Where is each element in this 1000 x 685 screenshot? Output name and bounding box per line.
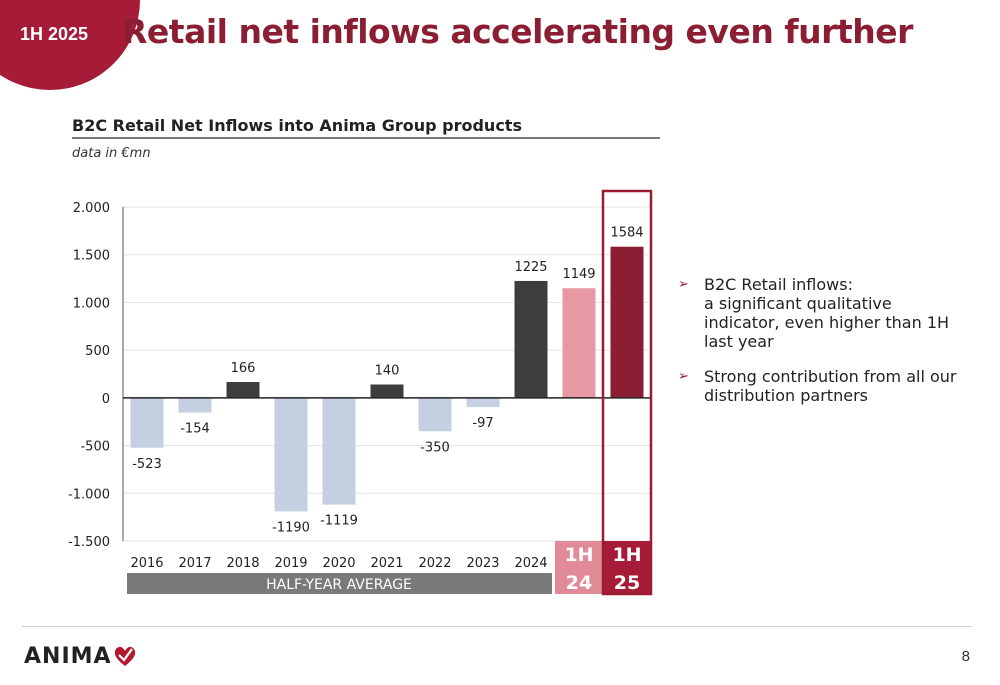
data-label: -350 <box>420 440 450 455</box>
period-badge-label: 1H 2025 <box>20 24 89 44</box>
bar-2022 <box>418 397 452 432</box>
footer-divider <box>22 626 972 627</box>
y-tick-label: 0 <box>102 392 110 407</box>
x-tick-label: 2022 <box>418 556 451 571</box>
arrow-bullet-icon: ➢ <box>678 369 689 384</box>
x-tick-label: 2019 <box>274 556 307 571</box>
data-label: -523 <box>132 457 162 472</box>
x-tick-label: 2017 <box>178 556 211 571</box>
bullet-1-line-4: last year <box>704 332 774 351</box>
data-label: 1149 <box>562 267 595 282</box>
label-box-1h-25 <box>603 541 651 594</box>
y-tick-label: -1.500 <box>68 535 110 550</box>
chart-title: B2C Retail Net Inflows into Anima Group … <box>72 116 522 135</box>
chart-units: data in €mn <box>72 146 151 161</box>
y-tick-label: 1.000 <box>73 296 110 311</box>
data-label: 166 <box>231 361 256 376</box>
bar-2024 <box>514 280 548 398</box>
y-tick-label: 1.500 <box>73 249 110 264</box>
half-year-average-band <box>127 573 552 594</box>
bar-2019 <box>274 397 308 512</box>
bar-2021 <box>370 384 404 398</box>
data-label: -97 <box>472 416 493 431</box>
bar-2023 <box>466 397 500 408</box>
bar-2020 <box>322 397 356 505</box>
x-tick-label: 2018 <box>226 556 259 571</box>
data-label: -154 <box>180 422 210 437</box>
data-label: 1225 <box>514 260 547 275</box>
arrow-bullet-icon: ➢ <box>678 277 689 292</box>
bullet-1-line-3: indicator, even higher than 1H <box>704 313 950 332</box>
logo-text: ANIMA <box>24 643 112 669</box>
x-tick-label: 2023 <box>466 556 499 571</box>
page-number: 8 <box>961 648 970 665</box>
y-tick-label: -500 <box>80 440 110 455</box>
heart-logo-icon <box>114 646 135 666</box>
bar-1h-24 <box>562 288 596 398</box>
x-tick-label: 2020 <box>322 556 355 571</box>
bullet-item-2: ➢ Strong contribution from all our distr… <box>676 367 976 405</box>
data-label: -1119 <box>320 514 358 529</box>
half-year-average-label: HALF-YEAR AVERAGE <box>266 577 412 593</box>
label-box-1h-24 <box>555 541 603 594</box>
x-tick-label: 2021 <box>370 556 403 571</box>
data-label: 1584 <box>610 226 643 241</box>
bullet-2-line-2: distribution partners <box>704 386 868 405</box>
highlight-frame-1h25 <box>601 189 653 596</box>
x-tick-label-top: 1H <box>612 544 641 566</box>
chart-title-rule <box>72 137 660 139</box>
y-tick-label: 2.000 <box>73 201 110 216</box>
bar-2016 <box>130 397 164 448</box>
bar-1h-25 <box>610 246 644 398</box>
data-label: 140 <box>375 363 400 378</box>
bar-2018 <box>226 382 260 398</box>
data-label: -1190 <box>272 520 310 535</box>
x-tick-label: 2024 <box>514 556 547 571</box>
x-tick-label-bottom: 24 <box>566 572 592 594</box>
bullet-2-line-1: Strong contribution from all our <box>704 367 957 386</box>
y-tick-label: -1.000 <box>68 487 110 502</box>
x-tick-label: 2016 <box>130 556 163 571</box>
bullet-1-line-2: a significant qualitative <box>704 294 892 313</box>
anima-logo: ANIMA <box>24 642 138 670</box>
x-tick-label-top: 1H <box>564 544 593 566</box>
page-title: Retail net inflows accelerating even fur… <box>122 12 913 51</box>
bullet-list: ➢ B2C Retail inflows: a significant qual… <box>676 275 976 421</box>
bar-2017 <box>178 397 212 413</box>
bullet-1-line-1: B2C Retail inflows: <box>704 275 853 294</box>
x-tick-label-bottom: 25 <box>614 572 640 594</box>
y-tick-label: 500 <box>85 344 110 359</box>
bullet-item-1: ➢ B2C Retail inflows: a significant qual… <box>676 275 976 351</box>
